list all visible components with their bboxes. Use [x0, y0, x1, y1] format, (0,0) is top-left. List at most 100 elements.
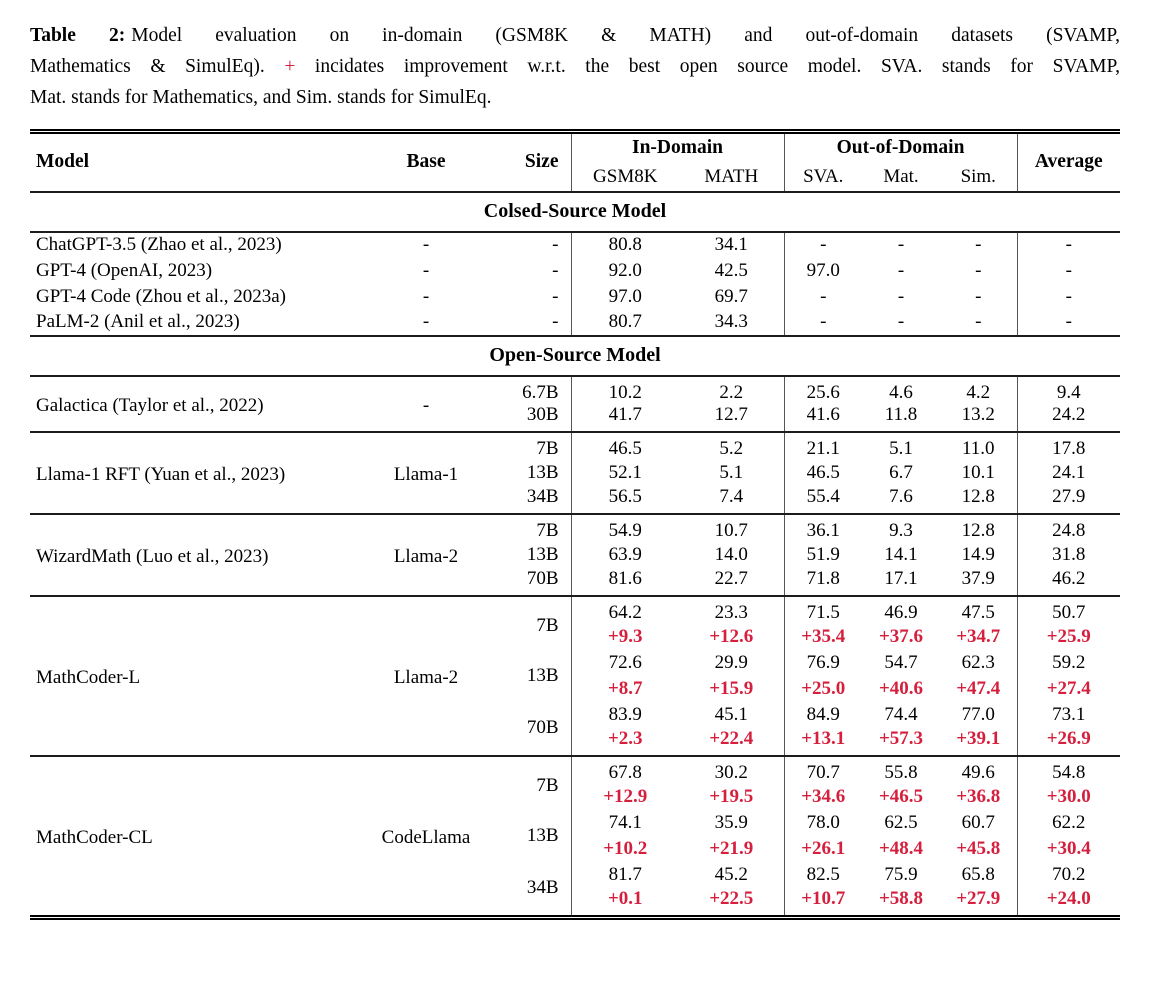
metric-value: 84.9 — [806, 703, 840, 725]
metric-value: - — [1065, 311, 1072, 332]
improvement-value: +8.7 — [607, 677, 643, 699]
improvement-value: +34.6 — [801, 785, 846, 807]
base-model: Llama-2 — [370, 512, 482, 596]
model-size: 7B — [482, 512, 572, 542]
metric-value: 2.2 — [679, 375, 785, 404]
metric-value: 22.7 — [679, 567, 785, 596]
table-row: PaLM-2 (Anil et al., 2023) - - 80.7 34.3 - - - - — [30, 309, 1120, 336]
table-row: 13B 63.9 14.0 51.9 14.1 14.9 31.8 — [30, 541, 1120, 568]
table-row: MathCoder-L Llama-2 7B 64.2 23.3 71.5 46.9 47.5… — [30, 594, 1121, 756]
metric-value: 46.2 — [1052, 567, 1086, 589]
metric-value: 5.1 — [862, 430, 940, 460]
metric-value: 4.6 — [889, 381, 913, 403]
table-row: Galactica (Taylor et al., 2022) - 6.7B 10.2… — [30, 375, 1120, 416]
metric-value: 52.1 — [608, 461, 642, 483]
model-size: 6.7B — [482, 375, 572, 404]
model-size: 7B — [482, 754, 572, 810]
metric-value: 56.5 — [608, 485, 642, 507]
table-row: 34B 81.7 45.2 82.5 75.9 65.8 70.2 — [30, 861, 1120, 917]
improvement-value: +12.6 — [679, 623, 785, 650]
metric-value: 35.9 — [679, 809, 785, 836]
model-name: GPT-4 (OpenAI, 2023) — [36, 259, 213, 281]
model-size: 70B — [482, 701, 572, 756]
metric-value: 42.5 — [679, 257, 785, 284]
improvement-value: +13.1 — [801, 727, 846, 749]
metric-value: - — [1065, 259, 1072, 281]
metric-value: 12.8 — [940, 485, 1018, 514]
metric-value: - — [820, 311, 827, 332]
improvement-row: +9.3 +12.6 +35.4 +37.6 +34.7 +25.9 — [30, 623, 1120, 650]
base-model: - — [422, 259, 430, 281]
metric-value: 62.5 — [884, 811, 918, 833]
paper-page: Table 2: Model evaluation on in-domain (G… — [30, 25, 1121, 920]
improvement-value: +39.1 — [940, 727, 1018, 756]
table-row: WizardMath (Luo et al., 2023) Llama-2 7B 54… — [30, 512, 1121, 596]
table-row: 30B 41.7 12.7 41.6 11.8 13.2 24.2 — [30, 403, 1120, 432]
table-row: ChatGPT-3.5 (Zhao et al., 2023) - - 80.8 34.… — [30, 231, 1120, 258]
improvement-row: +8.7 +15.9 +25.0 +40.6 +47.4 +27.4 — [30, 675, 1120, 702]
metric-value: 82.5 — [806, 863, 840, 885]
section-label: Colsed-Source Model — [30, 190, 1121, 233]
table-row: Llama-1 RFT (Yuan et al., 2023) Llama-1 7B… — [30, 430, 1121, 514]
model-size: 34B — [482, 861, 572, 917]
improvement-value: +48.4 — [878, 837, 924, 859]
improvement-value: +35.4 — [801, 625, 846, 647]
metric-value: 46.9 — [862, 594, 940, 624]
metric-value: 50.7 — [1017, 594, 1121, 624]
model-size: - — [482, 309, 572, 336]
metric-value: 54.8 — [1017, 754, 1121, 784]
improvement-value: +57.3 — [878, 727, 924, 749]
metric-value: - — [897, 311, 905, 332]
metric-value: 55.4 — [806, 485, 840, 507]
caption-plus-symbol: + — [284, 56, 296, 77]
col-header-average: Average — [1017, 131, 1121, 193]
metric-value: 24.8 — [1017, 512, 1121, 542]
metric-value: 14.9 — [940, 541, 1018, 568]
metric-value: 65.8 — [940, 861, 1018, 888]
metric-value: 71.8 — [806, 567, 840, 589]
metric-value: - — [897, 259, 905, 281]
improvement-value: +19.5 — [679, 783, 785, 810]
metric-value: 73.1 — [1052, 703, 1086, 725]
improvement-value: +2.3 — [607, 727, 643, 749]
metric-value: 5.2 — [679, 430, 785, 460]
model-size: 13B — [482, 541, 572, 568]
improvement-value: +25.9 — [1046, 625, 1091, 647]
metric-value: 25.6 — [806, 381, 840, 403]
header-row-subcolumns: GSM8K MATH SVA. Mat. Sim. — [30, 162, 1120, 193]
improvement-value: +10.2 — [603, 837, 648, 859]
metric-value: 78.0 — [806, 811, 840, 833]
metric-value: 13.2 — [940, 403, 1018, 432]
metric-value: 36.1 — [784, 512, 862, 542]
table-row: MathCoder-CL CodeLlama 7B 67.8 30.2 70.7 55.8 4… — [30, 754, 1121, 917]
metric-value: 97.0 — [608, 285, 642, 307]
improvement-value: +37.6 — [878, 625, 924, 647]
metric-value: 62.2 — [1052, 811, 1086, 833]
table-row: GPT-4 (OpenAI, 2023) - - 92.0 42.5 97.0 - - - — [30, 257, 1120, 284]
metric-value: 70.7 — [784, 754, 862, 784]
header-row-groups: Model Base Size In-Domain Out-of-Domain … — [30, 131, 1121, 193]
metric-value: 75.9 — [884, 863, 918, 885]
metric-value: 11.0 — [940, 430, 1018, 460]
table-header: Model Base Size In-Domain Out-of-Domain … — [30, 131, 1121, 193]
improvement-value: +46.5 — [878, 785, 924, 807]
improvement-value: +45.8 — [940, 835, 1018, 862]
metric-value: 55.8 — [862, 754, 940, 784]
metric-value: - — [1065, 285, 1072, 307]
improvement-row: +10.2 +21.9 +26.1 +48.4 +45.8 +30.4 — [30, 835, 1120, 862]
metric-value: 81.6 — [608, 567, 642, 589]
improvement-value: +40.6 — [878, 677, 924, 699]
col-header-base: Base — [370, 131, 482, 193]
col-header-sim: Sim. — [940, 162, 1018, 193]
table-row: 34B 56.5 7.4 55.4 7.6 12.8 27.9 — [30, 485, 1120, 514]
model-name: Llama-1 RFT (Yuan et al., 2023) — [30, 430, 370, 514]
table-row: 13B 72.6 29.9 76.9 54.7 62.3 59.2 — [30, 649, 1120, 702]
metric-value: 29.9 — [679, 649, 785, 676]
metric-value: 12.7 — [679, 403, 785, 432]
improvement-value: +24.0 — [1046, 887, 1091, 909]
metric-value: 45.2 — [679, 861, 785, 888]
improvement-value: +0.1 — [607, 887, 643, 909]
improvement-value: +27.4 — [1046, 677, 1091, 699]
improvement-row: +12.9 +19.5 +34.6 +46.5 +36.8 +30.0 — [30, 783, 1120, 810]
metric-value: 77.0 — [940, 701, 1018, 728]
